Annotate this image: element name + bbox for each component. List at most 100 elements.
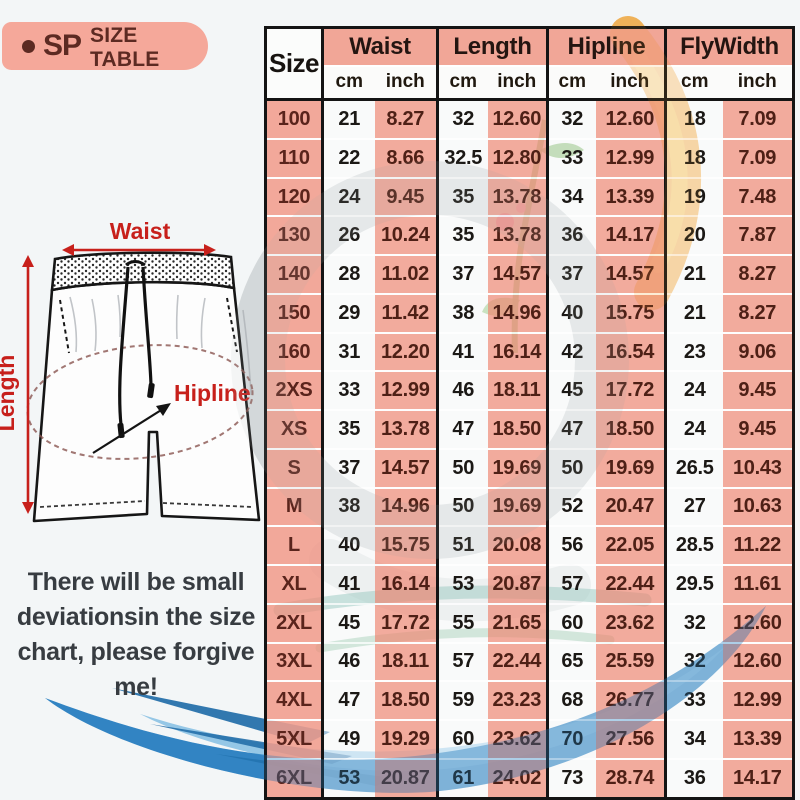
hip-cm-cell: 73 <box>547 758 596 800</box>
hip-cm-cell: 57 <box>547 565 596 605</box>
waist-cm-cell: 37 <box>322 448 375 489</box>
hip-cm-cell: 47 <box>547 410 596 450</box>
table-row: M 38 14.96 50 19.69 52 20.47 27 10.63 <box>265 487 794 528</box>
unit-inch-header: inch <box>722 65 794 101</box>
waist-in-cell: 12.99 <box>374 371 439 412</box>
waist-cm-cell: 31 <box>322 332 375 373</box>
fly-cm-cell: 32 <box>665 642 723 683</box>
size-cell: 6XL <box>265 758 324 800</box>
table-row: 5XL 49 19.29 60 23.62 70 27.56 34 13.39 <box>265 720 794 760</box>
hip-cm-cell: 32 <box>547 99 596 141</box>
waist-in-cell: 11.02 <box>374 255 439 295</box>
fly-in-cell: 7.87 <box>722 216 794 257</box>
length-cm-cell: 59 <box>437 681 488 722</box>
length-in-cell: 14.96 <box>487 293 549 334</box>
table-row: XL 41 16.14 53 20.87 57 22.44 29.5 11.61 <box>265 565 794 605</box>
size-table-body: 100 21 8.27 32 12.60 32 12.60 18 7.09 110 22 8.66 32… <box>265 99 794 800</box>
hip-cm-cell: 68 <box>547 681 596 722</box>
waist-cm-cell: 22 <box>322 139 375 179</box>
waist-in-cell: 13.78 <box>374 410 439 450</box>
waist-cm-cell: 24 <box>322 177 375 218</box>
note-line: deviationsin the size <box>16 603 256 631</box>
length-in-cell: 12.80 <box>487 139 549 179</box>
length-cm-cell: 35 <box>437 216 488 257</box>
size-cell: XS <box>265 410 324 450</box>
hip-in-cell: 15.75 <box>595 293 667 334</box>
hipline-arrow <box>92 403 171 454</box>
length-cm-cell: 47 <box>437 410 488 450</box>
length-cm-cell: 32 <box>437 99 488 141</box>
badge-prefix: SP <box>43 29 82 62</box>
waist-cm-cell: 40 <box>322 526 375 567</box>
fly-cm-cell: 33 <box>665 681 723 722</box>
waist-in-cell: 18.50 <box>374 681 439 722</box>
fly-in-cell: 7.09 <box>722 99 794 141</box>
hip-in-cell: 14.57 <box>595 255 667 295</box>
unit-cm-header: cm <box>322 65 375 101</box>
fly-cm-cell: 36 <box>665 758 723 800</box>
shorts-line-art: Waist Length Hipline <box>0 218 261 523</box>
waist-in-cell: 10.24 <box>374 216 439 257</box>
waist-in-cell: 18.11 <box>374 642 439 683</box>
length-cm-cell: 57 <box>437 642 488 683</box>
waist-in-cell: 8.66 <box>374 139 439 179</box>
hip-in-cell: 19.69 <box>595 448 667 489</box>
hip-cm-cell: 60 <box>547 603 596 644</box>
waist-cm-cell: 53 <box>322 758 375 800</box>
length-annotation: Length <box>0 255 34 514</box>
length-cm-cell: 38 <box>437 293 488 334</box>
length-cm-cell: 41 <box>437 332 488 373</box>
hip-in-cell: 12.99 <box>595 139 667 179</box>
fly-cm-cell: 18 <box>665 99 723 141</box>
fly-cm-cell: 19 <box>665 177 723 218</box>
fly-in-cell: 12.60 <box>722 642 794 683</box>
waist-cm-cell: 49 <box>322 720 375 760</box>
fly-in-cell: 8.27 <box>722 255 794 295</box>
fly-in-cell: 7.09 <box>722 139 794 179</box>
size-cell: XL <box>265 565 324 605</box>
waist-label: Waist <box>110 218 171 244</box>
hip-in-cell: 14.17 <box>595 216 667 257</box>
hip-in-cell: 12.60 <box>595 99 667 141</box>
fly-in-cell: 11.22 <box>722 526 794 567</box>
length-cm-cell: 61 <box>437 758 488 800</box>
size-cell: 100 <box>265 99 324 141</box>
hip-cm-cell: 34 <box>547 177 596 218</box>
table-row: 140 28 11.02 37 14.57 37 14.57 21 8.27 <box>265 255 794 295</box>
length-cm-cell: 46 <box>437 371 488 412</box>
waist-in-cell: 20.87 <box>374 758 439 800</box>
length-cm-cell: 53 <box>437 565 488 605</box>
size-cell: 3XL <box>265 642 324 683</box>
unit-inch-header: inch <box>487 65 549 101</box>
table-row: 100 21 8.27 32 12.60 32 12.60 18 7.09 <box>265 99 794 141</box>
unit-inch-header: inch <box>595 65 667 101</box>
fly-in-cell: 13.39 <box>722 720 794 760</box>
hip-cm-cell: 70 <box>547 720 596 760</box>
waist-cm-cell: 29 <box>322 293 375 334</box>
badge-title: SIZE TABLE <box>90 23 160 71</box>
length-label: Length <box>0 355 19 432</box>
fly-cm-cell: 18 <box>665 139 723 179</box>
pocket-slit-left <box>59 299 70 354</box>
fly-cm-cell: 24 <box>665 371 723 412</box>
fly-in-cell: 12.60 <box>722 603 794 644</box>
length-in-cell: 19.69 <box>487 487 549 528</box>
fly-in-cell: 8.27 <box>722 293 794 334</box>
table-row: 4XL 47 18.50 59 23.23 68 26.77 33 12.99 <box>265 681 794 722</box>
waist-in-cell: 11.42 <box>374 293 439 334</box>
deviation-note: There will be small deviationsin the siz… <box>0 565 272 705</box>
hip-in-cell: 17.72 <box>595 371 667 412</box>
unit-cm-header: cm <box>437 65 488 101</box>
table-row: XS 35 13.78 47 18.50 47 18.50 24 9.45 <box>265 410 794 450</box>
hip-in-cell: 20.47 <box>595 487 667 528</box>
hip-in-cell: 28.74 <box>595 758 667 800</box>
fly-in-cell: 9.45 <box>722 371 794 412</box>
length-in-cell: 23.62 <box>487 720 549 760</box>
length-header: Length <box>437 27 549 67</box>
table-row: 3XL 46 18.11 57 22.44 65 25.59 32 12.60 <box>265 642 794 683</box>
fly-cm-cell: 20 <box>665 216 723 257</box>
bullet-icon <box>22 39 35 53</box>
fly-in-cell: 10.63 <box>722 487 794 528</box>
wrinkle-lines <box>69 294 252 396</box>
waist-cm-cell: 35 <box>322 410 375 450</box>
